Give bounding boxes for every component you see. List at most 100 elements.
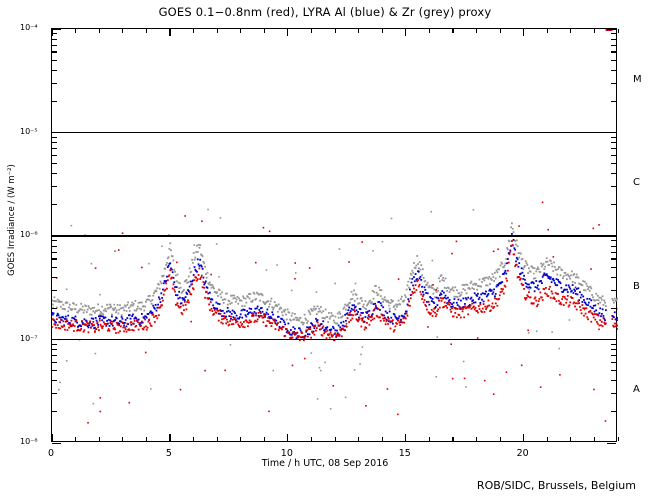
- x-axis-tick-label: 5: [165, 448, 172, 459]
- y-axis-minor-tick: [52, 163, 57, 165]
- x-axis-minor-tick: [499, 29, 501, 33]
- y-axis-minor-tick: [52, 240, 57, 242]
- x-axis-minor-tick: [334, 29, 336, 33]
- y-axis-minor-tick: [611, 307, 616, 309]
- y-axis-minor-tick: [52, 186, 57, 188]
- x-axis-minor-tick: [546, 437, 548, 441]
- credit-text: ROB/SIDC, Brussels, Belgium: [476, 479, 636, 492]
- y-axis-minor-tick: [52, 251, 57, 253]
- y-axis-minor-tick: [52, 276, 57, 278]
- x-axis-minor-tick: [546, 29, 548, 33]
- y-axis-minor-tick: [611, 245, 616, 247]
- y-axis-minor-tick: [611, 393, 616, 395]
- y-axis-major-tick: [607, 339, 616, 341]
- x-axis-tick-label: 0: [47, 448, 55, 459]
- y-axis-minor-tick: [52, 393, 57, 395]
- x-axis-minor-tick: [75, 29, 77, 33]
- y-axis-minor-tick: [611, 343, 616, 345]
- y-axis-label: GOES Irradiance / (W m⁻²): [7, 164, 17, 276]
- y-axis-minor-tick: [52, 204, 57, 206]
- y-axis-major-tick: [607, 132, 616, 134]
- flare-class-label-B: B: [633, 280, 640, 292]
- x-axis-major-tick: [405, 434, 407, 441]
- class-threshold-line-B: [52, 338, 616, 341]
- x-axis-tick-label: 20: [516, 448, 529, 459]
- y-axis-tick-label: 10⁻⁷: [20, 333, 38, 343]
- x-axis-minor-tick: [216, 29, 218, 33]
- y-axis-minor-tick: [611, 240, 616, 242]
- y-axis-minor-tick: [611, 355, 616, 357]
- x-axis-tick-label: 15: [398, 448, 411, 459]
- flare-class-label-M: M: [633, 73, 642, 85]
- page-title: GOES 0.1−0.8nm (red), LYRA Al (blue) & Z…: [158, 5, 492, 19]
- y-axis-major-tick: [52, 132, 61, 134]
- x-axis-minor-tick: [617, 437, 619, 441]
- y-axis-minor-tick: [52, 411, 57, 413]
- y-axis-minor-tick: [611, 82, 616, 84]
- y-axis-minor-tick: [611, 251, 616, 253]
- y-axis-minor-tick: [52, 343, 57, 345]
- y-axis-minor-tick: [52, 148, 57, 150]
- series-0: [52, 29, 618, 424]
- y-axis-minor-tick: [52, 154, 57, 157]
- y-axis-minor-tick: [611, 38, 616, 40]
- y-axis-minor-tick: [611, 380, 616, 382]
- y-axis-minor-tick: [52, 51, 57, 53]
- y-axis-minor-tick: [52, 380, 57, 382]
- x-axis-minor-tick: [358, 29, 360, 33]
- x-axis-minor-tick: [476, 437, 478, 441]
- y-axis-minor-tick: [52, 142, 57, 144]
- y-axis-minor-tick: [611, 51, 616, 53]
- x-axis-minor-tick: [452, 437, 454, 441]
- series-2: [52, 29, 618, 410]
- flare-class-label-A: A: [633, 384, 640, 396]
- x-axis-minor-tick: [428, 437, 430, 441]
- x-axis-minor-tick: [593, 29, 595, 33]
- x-axis-minor-tick: [358, 437, 360, 441]
- x-axis-tick-label: 10: [280, 448, 293, 459]
- y-axis-tick-label: 10⁻⁴: [20, 23, 38, 32]
- y-axis-tick-label: 10⁻⁸: [20, 437, 38, 446]
- y-axis-major-tick: [607, 442, 616, 444]
- y-axis-minor-tick: [52, 245, 57, 247]
- x-axis-minor-tick: [310, 437, 312, 441]
- y-axis-minor-tick: [52, 349, 57, 351]
- y-axis-minor-tick: [52, 289, 57, 291]
- class-threshold-line-M: [52, 131, 616, 134]
- y-axis-minor-tick: [611, 276, 616, 278]
- x-axis-minor-tick: [145, 29, 147, 33]
- x-axis-minor-tick: [98, 29, 100, 33]
- y-axis-minor-tick: [611, 289, 616, 291]
- x-axis-major-tick: [287, 434, 289, 441]
- x-axis-minor-tick: [428, 29, 430, 33]
- x-axis-minor-tick: [263, 437, 265, 441]
- x-axis-minor-tick: [593, 437, 595, 441]
- x-axis-minor-tick: [499, 437, 501, 441]
- y-axis-minor-tick: [611, 266, 616, 268]
- y-axis-major-tick: [607, 235, 616, 237]
- x-axis-major-tick: [405, 29, 407, 36]
- y-axis-minor-tick: [611, 136, 616, 138]
- x-axis-major-tick: [51, 434, 53, 441]
- y-axis-minor-tick: [611, 33, 616, 35]
- x-axis-major-tick: [169, 29, 171, 36]
- y-axis-minor-tick: [52, 307, 57, 309]
- x-axis-minor-tick: [310, 29, 312, 33]
- y-axis-minor-tick: [611, 370, 616, 372]
- y-axis-tick-label: 10⁻⁶: [20, 230, 38, 239]
- x-axis-minor-tick: [617, 29, 619, 33]
- y-axis-major-tick: [52, 28, 61, 30]
- flare-class-label-C: C: [633, 177, 640, 189]
- y-axis-minor-tick: [611, 69, 616, 71]
- y-axis-minor-tick: [52, 370, 57, 372]
- y-axis-minor-tick: [611, 163, 616, 165]
- y-axis-minor-tick: [611, 154, 616, 157]
- y-axis-minor-tick: [52, 69, 57, 71]
- series-1: [52, 29, 618, 340]
- y-axis-tick-label: 10⁻⁵: [20, 126, 38, 136]
- class-threshold-line-C: [52, 235, 616, 237]
- x-axis-minor-tick: [570, 29, 572, 33]
- y-axis-minor-tick: [52, 173, 57, 175]
- x-axis-label: Time / h UTC, 08 Sep 2016: [261, 458, 389, 469]
- x-axis-major-tick: [523, 434, 525, 441]
